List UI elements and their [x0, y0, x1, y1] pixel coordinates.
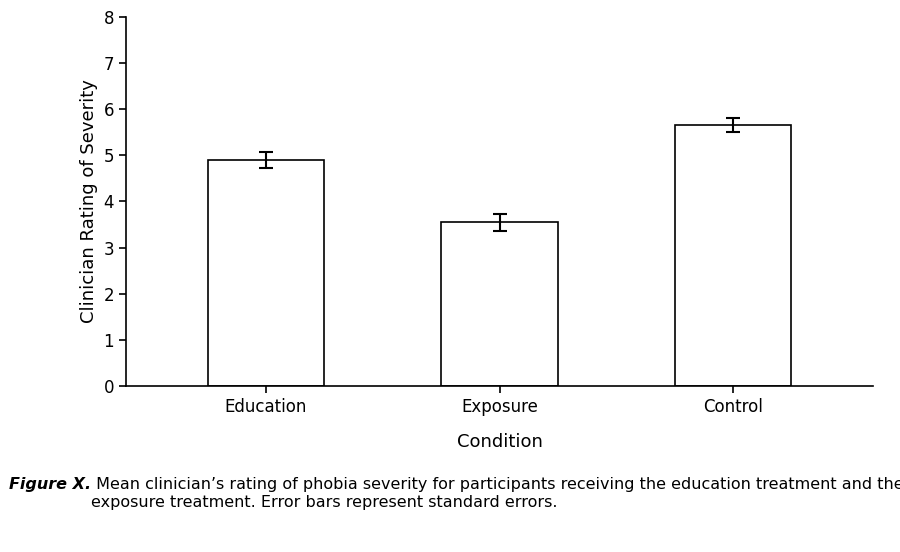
Y-axis label: Clinician Rating of Severity: Clinician Rating of Severity — [80, 79, 98, 323]
Text: Figure X.: Figure X. — [9, 477, 91, 492]
X-axis label: Condition: Condition — [456, 433, 543, 451]
Bar — [441, 222, 558, 386]
Bar — [675, 125, 791, 386]
Bar — [208, 160, 324, 386]
Text: Mean clinician’s rating of phobia severity for participants receiving the educat: Mean clinician’s rating of phobia severi… — [91, 477, 900, 510]
